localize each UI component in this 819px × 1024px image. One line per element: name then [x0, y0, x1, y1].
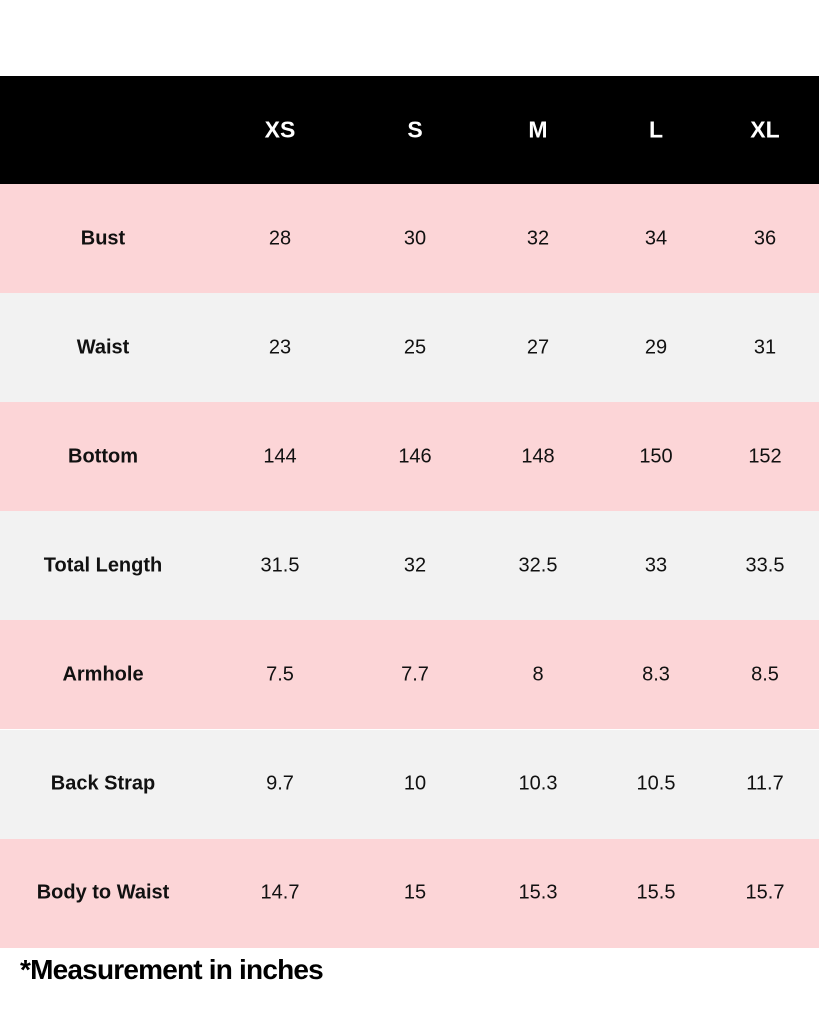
row-label: Waist [76, 336, 130, 359]
table-cell: 31 [753, 336, 777, 359]
row-label: Bottom [68, 445, 138, 468]
table-cell: 9.7 [266, 772, 294, 795]
table-cell: 15.7 [745, 881, 785, 904]
table-cell: 10.3 [518, 772, 558, 795]
row-label: Armhole [62, 663, 144, 686]
table-cell: 23 [268, 336, 292, 359]
table-header-row: XS S M L XL [0, 76, 819, 184]
table-row: Body to Waist 14.7 15 15.3 15.5 15.7 [0, 838, 819, 948]
column-header-xs: XS [264, 116, 296, 143]
table-cell: 148 [521, 445, 555, 468]
table-cell: 32.5 [518, 554, 558, 577]
row-label: Back Strap [50, 772, 156, 795]
table-cell: 32 [403, 554, 427, 577]
table-cell: 33.5 [745, 554, 785, 577]
table-cell: 14.7 [260, 881, 300, 904]
table-row: Armhole 7.5 7.7 8 8.3 8.5 [0, 620, 819, 730]
table-cell: 30 [403, 227, 427, 249]
table-cell: 25 [403, 336, 427, 359]
table-cell: 8 [532, 663, 544, 686]
table-cell: 29 [644, 336, 668, 359]
table-cell: 11.7 [746, 772, 784, 795]
table-row: Waist 23 25 27 29 31 [0, 293, 819, 403]
table-cell: 150 [639, 445, 673, 468]
table-cell: 36 [753, 227, 777, 249]
table-cell: 10.5 [636, 772, 676, 795]
row-label: Bust [80, 227, 126, 249]
row-label: Total Length [43, 554, 163, 577]
table-cell: 32 [526, 227, 550, 249]
table-cell: 152 [748, 445, 782, 468]
table-cell: 33 [644, 554, 668, 577]
table-cell: 7.5 [266, 663, 294, 686]
table-cell: 144 [263, 445, 297, 468]
table-row: Back Strap 9.7 10 10.3 10.5 11.7 [0, 729, 819, 839]
table-cell: 31.5 [260, 554, 300, 577]
table-cell: 15.5 [636, 881, 676, 904]
measurement-footnote: *Measurement in inches [20, 954, 324, 985]
table-row: Bust 28 30 32 34 36 [0, 184, 819, 293]
table-row: Bottom 144 146 148 150 152 [0, 402, 819, 512]
table-cell: 27 [526, 336, 550, 359]
row-label: Body to Waist [36, 881, 170, 904]
table-row: Total Length 31.5 32 32.5 33 33.5 [0, 511, 819, 621]
table-cell: 15.3 [518, 881, 558, 904]
column-header-xl: XL [750, 116, 780, 143]
table-cell: 28 [268, 227, 292, 249]
table-cell: 8.5 [751, 663, 779, 686]
table-cell: 15 [403, 881, 427, 904]
table-cell: 7.7 [401, 663, 429, 686]
table-cell: 10 [403, 772, 427, 795]
table-cell: 34 [644, 227, 668, 249]
column-header-m: M [528, 116, 548, 143]
table-cell: 146 [398, 445, 432, 468]
column-header-l: L [648, 116, 664, 143]
table-cell: 8.3 [642, 663, 670, 686]
column-header-s: S [407, 116, 423, 143]
